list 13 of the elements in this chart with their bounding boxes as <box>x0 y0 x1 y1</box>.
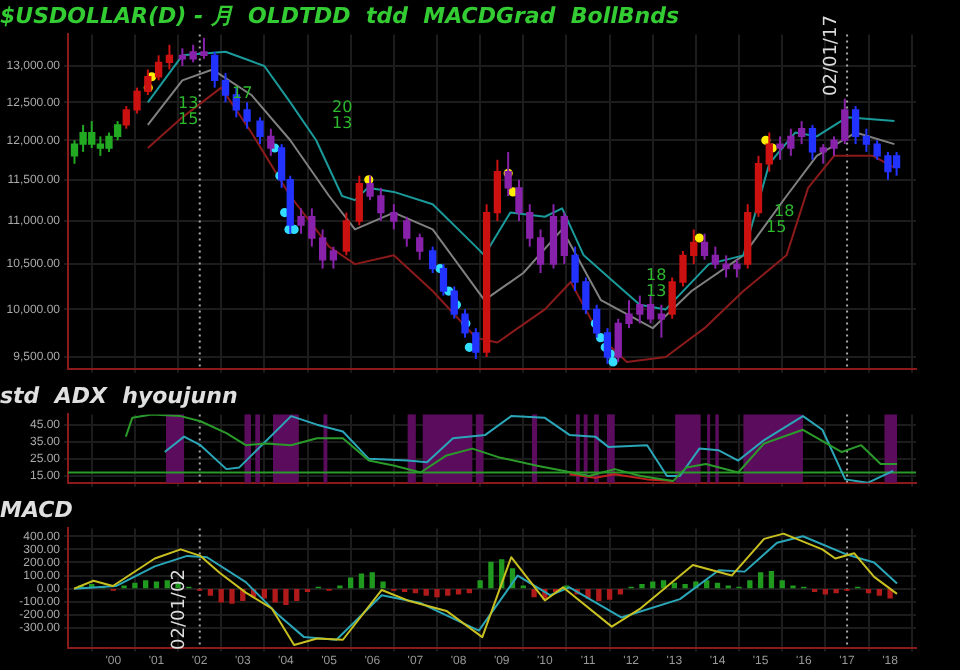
annotation: 20 <box>332 98 353 117</box>
chart-title: $USDOLLAR(D) - 月 OLDTDD tdd MACDGrad BollBnds <box>0 2 680 29</box>
annotation: 02/01/02 <box>169 569 190 650</box>
annotation: 18 <box>646 266 667 285</box>
annotation: 13 <box>332 114 353 133</box>
chart-title: MACD <box>0 496 73 523</box>
annotation: 13 <box>646 282 667 301</box>
annotation: 15 <box>766 218 787 237</box>
annotation: 02/01/17 <box>821 15 842 96</box>
chart-title: std ADX hyoujunn <box>0 382 238 409</box>
annotation: 13 <box>178 94 199 113</box>
annotation: 18 <box>774 202 795 221</box>
annotation: 15 <box>178 110 199 129</box>
